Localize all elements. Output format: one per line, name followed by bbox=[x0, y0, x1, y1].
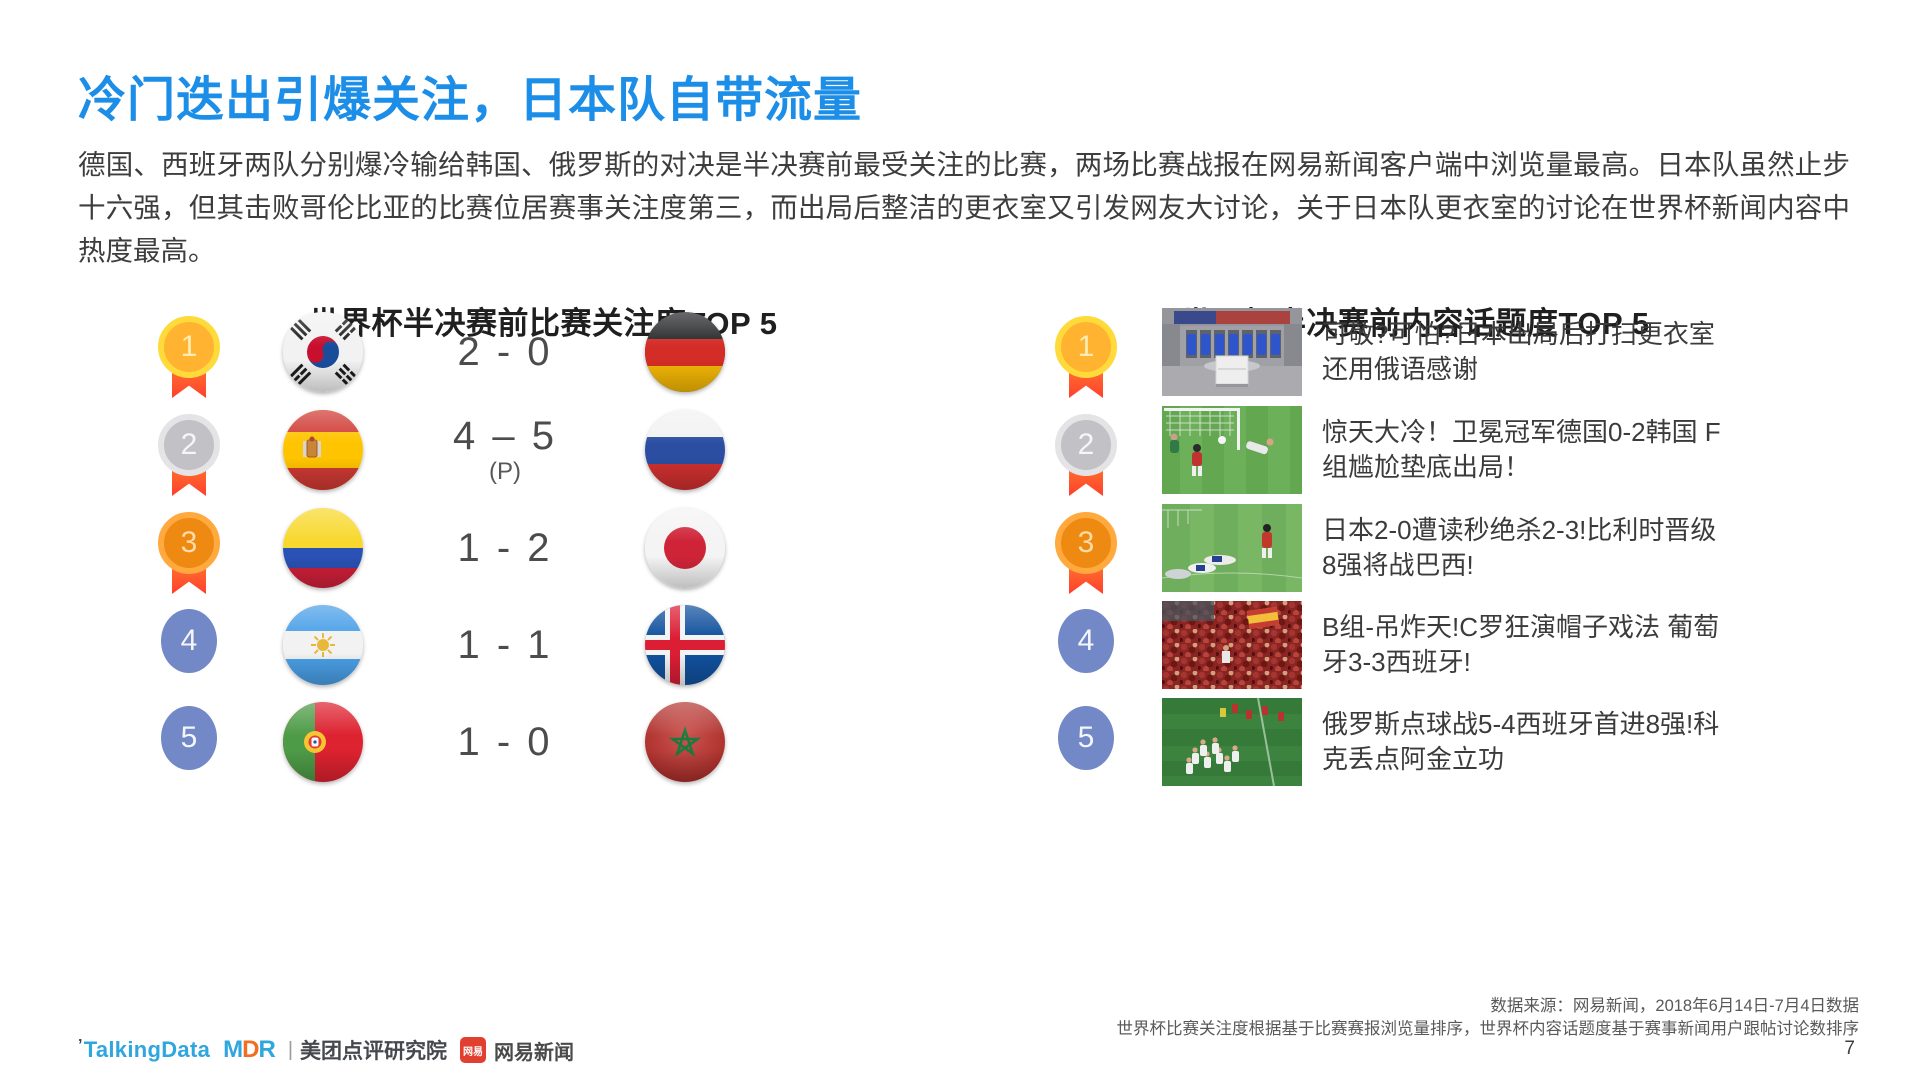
methodology-line: 世界杯比赛关注度根据基于比赛赛报浏览量排序，世界杯内容话题度基于赛事新闻用户跟帖… bbox=[1116, 1020, 1860, 1038]
rank-1-gold-medal-icon: 1 bbox=[158, 316, 220, 398]
flag-spain-icon bbox=[283, 410, 363, 490]
talkingdata-logo: ’TalkingData bbox=[78, 1037, 211, 1062]
match-row-5: 5 1 - 0 bbox=[0, 702, 1921, 782]
news-headline-1: 可敬?可怕?日本出局后打扫更衣室 还用俄语感谢 bbox=[1322, 318, 1715, 384]
flag-iceland-icon bbox=[645, 605, 725, 685]
rank-2-silver-medal-icon: 2 bbox=[158, 414, 220, 496]
rank-4-badge-icon: 4 bbox=[161, 609, 217, 673]
meituan-research-label: 美团点评研究院 bbox=[300, 1040, 448, 1063]
rank-3-bronze-medal-icon: 3 bbox=[158, 512, 220, 594]
flag-south-korea-icon bbox=[283, 312, 363, 392]
page-title: 冷门迭出引爆关注，日本队自带流量 bbox=[78, 74, 863, 127]
match-score-3: 1 - 2 bbox=[457, 525, 553, 570]
news-row-1: 1 可敬?可怕?日本出局后打扫更衣室 还用俄语感谢 bbox=[0, 308, 1921, 398]
rank-number: 3 bbox=[1055, 512, 1117, 574]
rank-number: 5 bbox=[1058, 706, 1114, 770]
match-row-2: 2 4 – 5 (P) bbox=[0, 410, 1921, 496]
rank-4-badge-icon: 4 bbox=[1058, 609, 1114, 673]
page-number: 7 bbox=[1844, 1038, 1855, 1059]
flag-japan-icon bbox=[645, 508, 725, 588]
match-score-5: 1 - 0 bbox=[457, 719, 553, 764]
logo-divider: | bbox=[287, 1038, 294, 1061]
news-image-locker-room bbox=[1162, 308, 1302, 396]
rank-number: 3 bbox=[158, 512, 220, 574]
talkingdata-tick-icon: ’ bbox=[78, 1037, 83, 1054]
rank-number: 4 bbox=[1058, 609, 1114, 673]
footer-logos: ’TalkingData MDR | 美团点评研究院 网易 网易新闻 bbox=[78, 1036, 574, 1064]
news-image-japan-belgium bbox=[1162, 504, 1302, 592]
news-image-germany-korea-goal bbox=[1162, 406, 1302, 494]
rank-2-silver-medal-icon: 2 bbox=[1055, 414, 1117, 496]
match-score-1: 2 - 0 bbox=[457, 329, 553, 374]
news-row-4: 4 B组-吊炸天!C罗狂演帽子戏法 葡萄牙3-3西班牙! bbox=[0, 601, 1921, 689]
netease-news-icon: 网易 bbox=[460, 1037, 487, 1063]
rank-number: 1 bbox=[158, 316, 220, 378]
flag-morocco-icon bbox=[645, 702, 725, 782]
news-image-russia-celebration bbox=[1162, 698, 1302, 786]
match-row-1: 1 2 - 0 bbox=[0, 312, 1921, 398]
news-headline-5: 俄罗斯点球战5-4西班牙首进8强!科克丢点阿金立功 bbox=[1322, 708, 1720, 774]
news-image-portugal-spain-fans bbox=[1162, 601, 1302, 689]
match-row-4: 4 1 - 1 bbox=[0, 605, 1921, 685]
rank-5-badge-icon: 5 bbox=[1058, 706, 1114, 770]
data-source-line: 数据来源：网易新闻，2018年6月14日-7月4日数据 bbox=[1490, 997, 1859, 1015]
news-headline-3: 日本2-0遭读秒绝杀2-3!比利时晋级8强将战巴西! bbox=[1322, 514, 1717, 580]
match-score-2: 4 – 5 (P) bbox=[453, 414, 557, 486]
match-row-3: 3 1 - 2 bbox=[0, 508, 1921, 594]
rank-number: 2 bbox=[1055, 414, 1117, 476]
netease-news-label: 网易新闻 bbox=[494, 1041, 575, 1064]
rank-number: 4 bbox=[161, 609, 217, 673]
news-row-5: 5 俄罗斯点球战5-4西班牙首进8强!科克丢点阿金 bbox=[0, 698, 1921, 786]
rank-number: 2 bbox=[158, 414, 220, 476]
news-headline-4: B组-吊炸天!C罗狂演帽子戏法 葡萄牙3-3西班牙! bbox=[1322, 611, 1720, 677]
news-row-2: 2 惊天大冷！卫冕冠军德国0-2韩国 F组尴尬垫底出局！ bbox=[0, 406, 1921, 496]
match-score-4: 1 - 1 bbox=[457, 622, 553, 667]
rank-3-bronze-medal-icon: 3 bbox=[1055, 512, 1117, 594]
news-row-3: 3 日本2-0遭读秒绝杀2-3!比利时晋级8强将战巴西! bbox=[0, 504, 1921, 594]
summary-paragraph: 德国、西班牙两队分别爆冷输给韩国、俄罗斯的对决是半决赛前最受关注的比赛，两场比赛… bbox=[78, 149, 1850, 267]
news-headline-2: 惊天大冷！卫冕冠军德国0-2韩国 F组尴尬垫底出局！ bbox=[1322, 416, 1721, 482]
mdr-logo-icon: MDR bbox=[223, 1036, 276, 1063]
rank-1-gold-medal-icon: 1 bbox=[1055, 316, 1117, 398]
rank-number: 1 bbox=[1055, 316, 1117, 378]
rank-5-badge-icon: 5 bbox=[161, 706, 217, 770]
rank-number: 5 bbox=[161, 706, 217, 770]
flag-portugal-icon bbox=[283, 702, 363, 782]
flag-russia-icon bbox=[645, 410, 725, 490]
